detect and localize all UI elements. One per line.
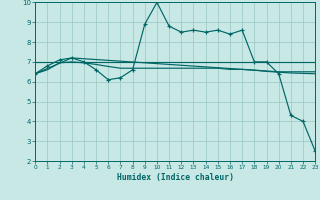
X-axis label: Humidex (Indice chaleur): Humidex (Indice chaleur) bbox=[117, 173, 234, 182]
